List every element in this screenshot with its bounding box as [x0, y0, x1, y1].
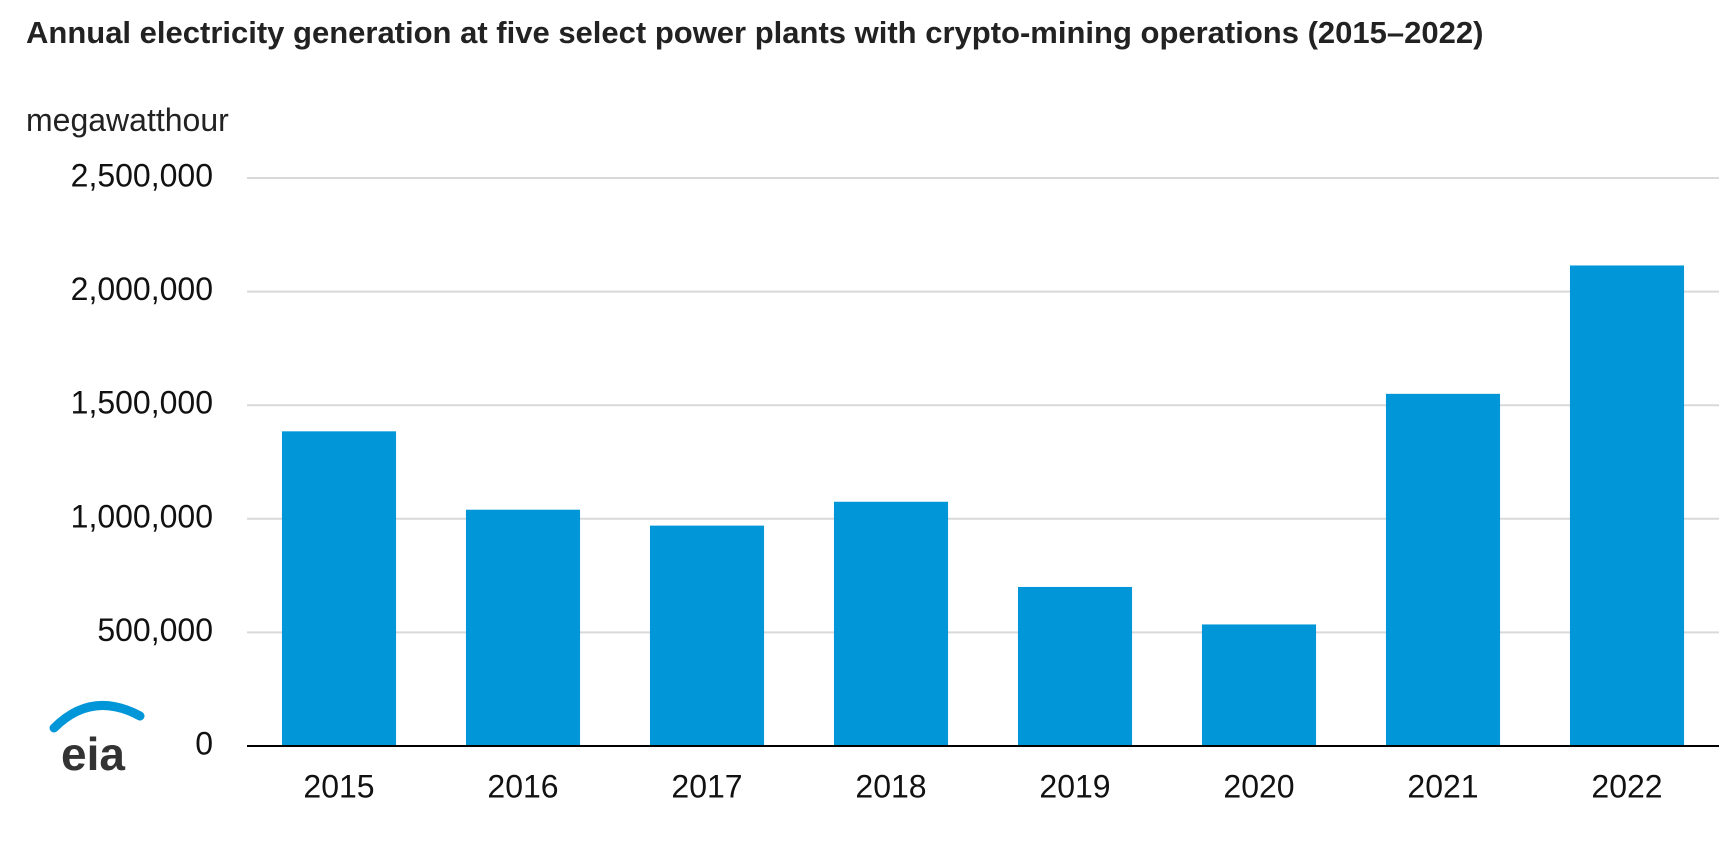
y-tick-label: 2,000,000 [71, 271, 213, 307]
logo-arc [49, 701, 145, 733]
y-tick-label: 2,500,000 [71, 157, 213, 193]
y-tick-label: 0 [195, 725, 213, 761]
x-tick-label: 2018 [855, 768, 926, 804]
bar [1569, 265, 1685, 746]
y-tick-label: 500,000 [97, 612, 213, 648]
bar [649, 525, 765, 746]
y-tick-label: 1,000,000 [71, 498, 213, 534]
x-tick-label: 2015 [303, 768, 374, 804]
bar [281, 431, 397, 746]
x-tick-label: 2019 [1039, 768, 1110, 804]
x-tick-label: 2022 [1591, 768, 1662, 804]
y-tick-label: 1,500,000 [71, 385, 213, 421]
bar [1385, 393, 1501, 746]
bar [465, 509, 581, 746]
logo-text: eia [61, 728, 125, 780]
y-axis-label: megawatthour [26, 102, 229, 138]
bar [1201, 624, 1317, 746]
bar [1017, 586, 1133, 746]
x-tick-label: 2020 [1223, 768, 1294, 804]
x-tick-label: 2016 [487, 768, 558, 804]
chart-title: Annual electricity generation at five se… [26, 15, 1484, 50]
logo: eia [49, 701, 145, 780]
x-tick-label: 2017 [671, 768, 742, 804]
x-tick-label: 2021 [1407, 768, 1478, 804]
bar [833, 501, 949, 746]
